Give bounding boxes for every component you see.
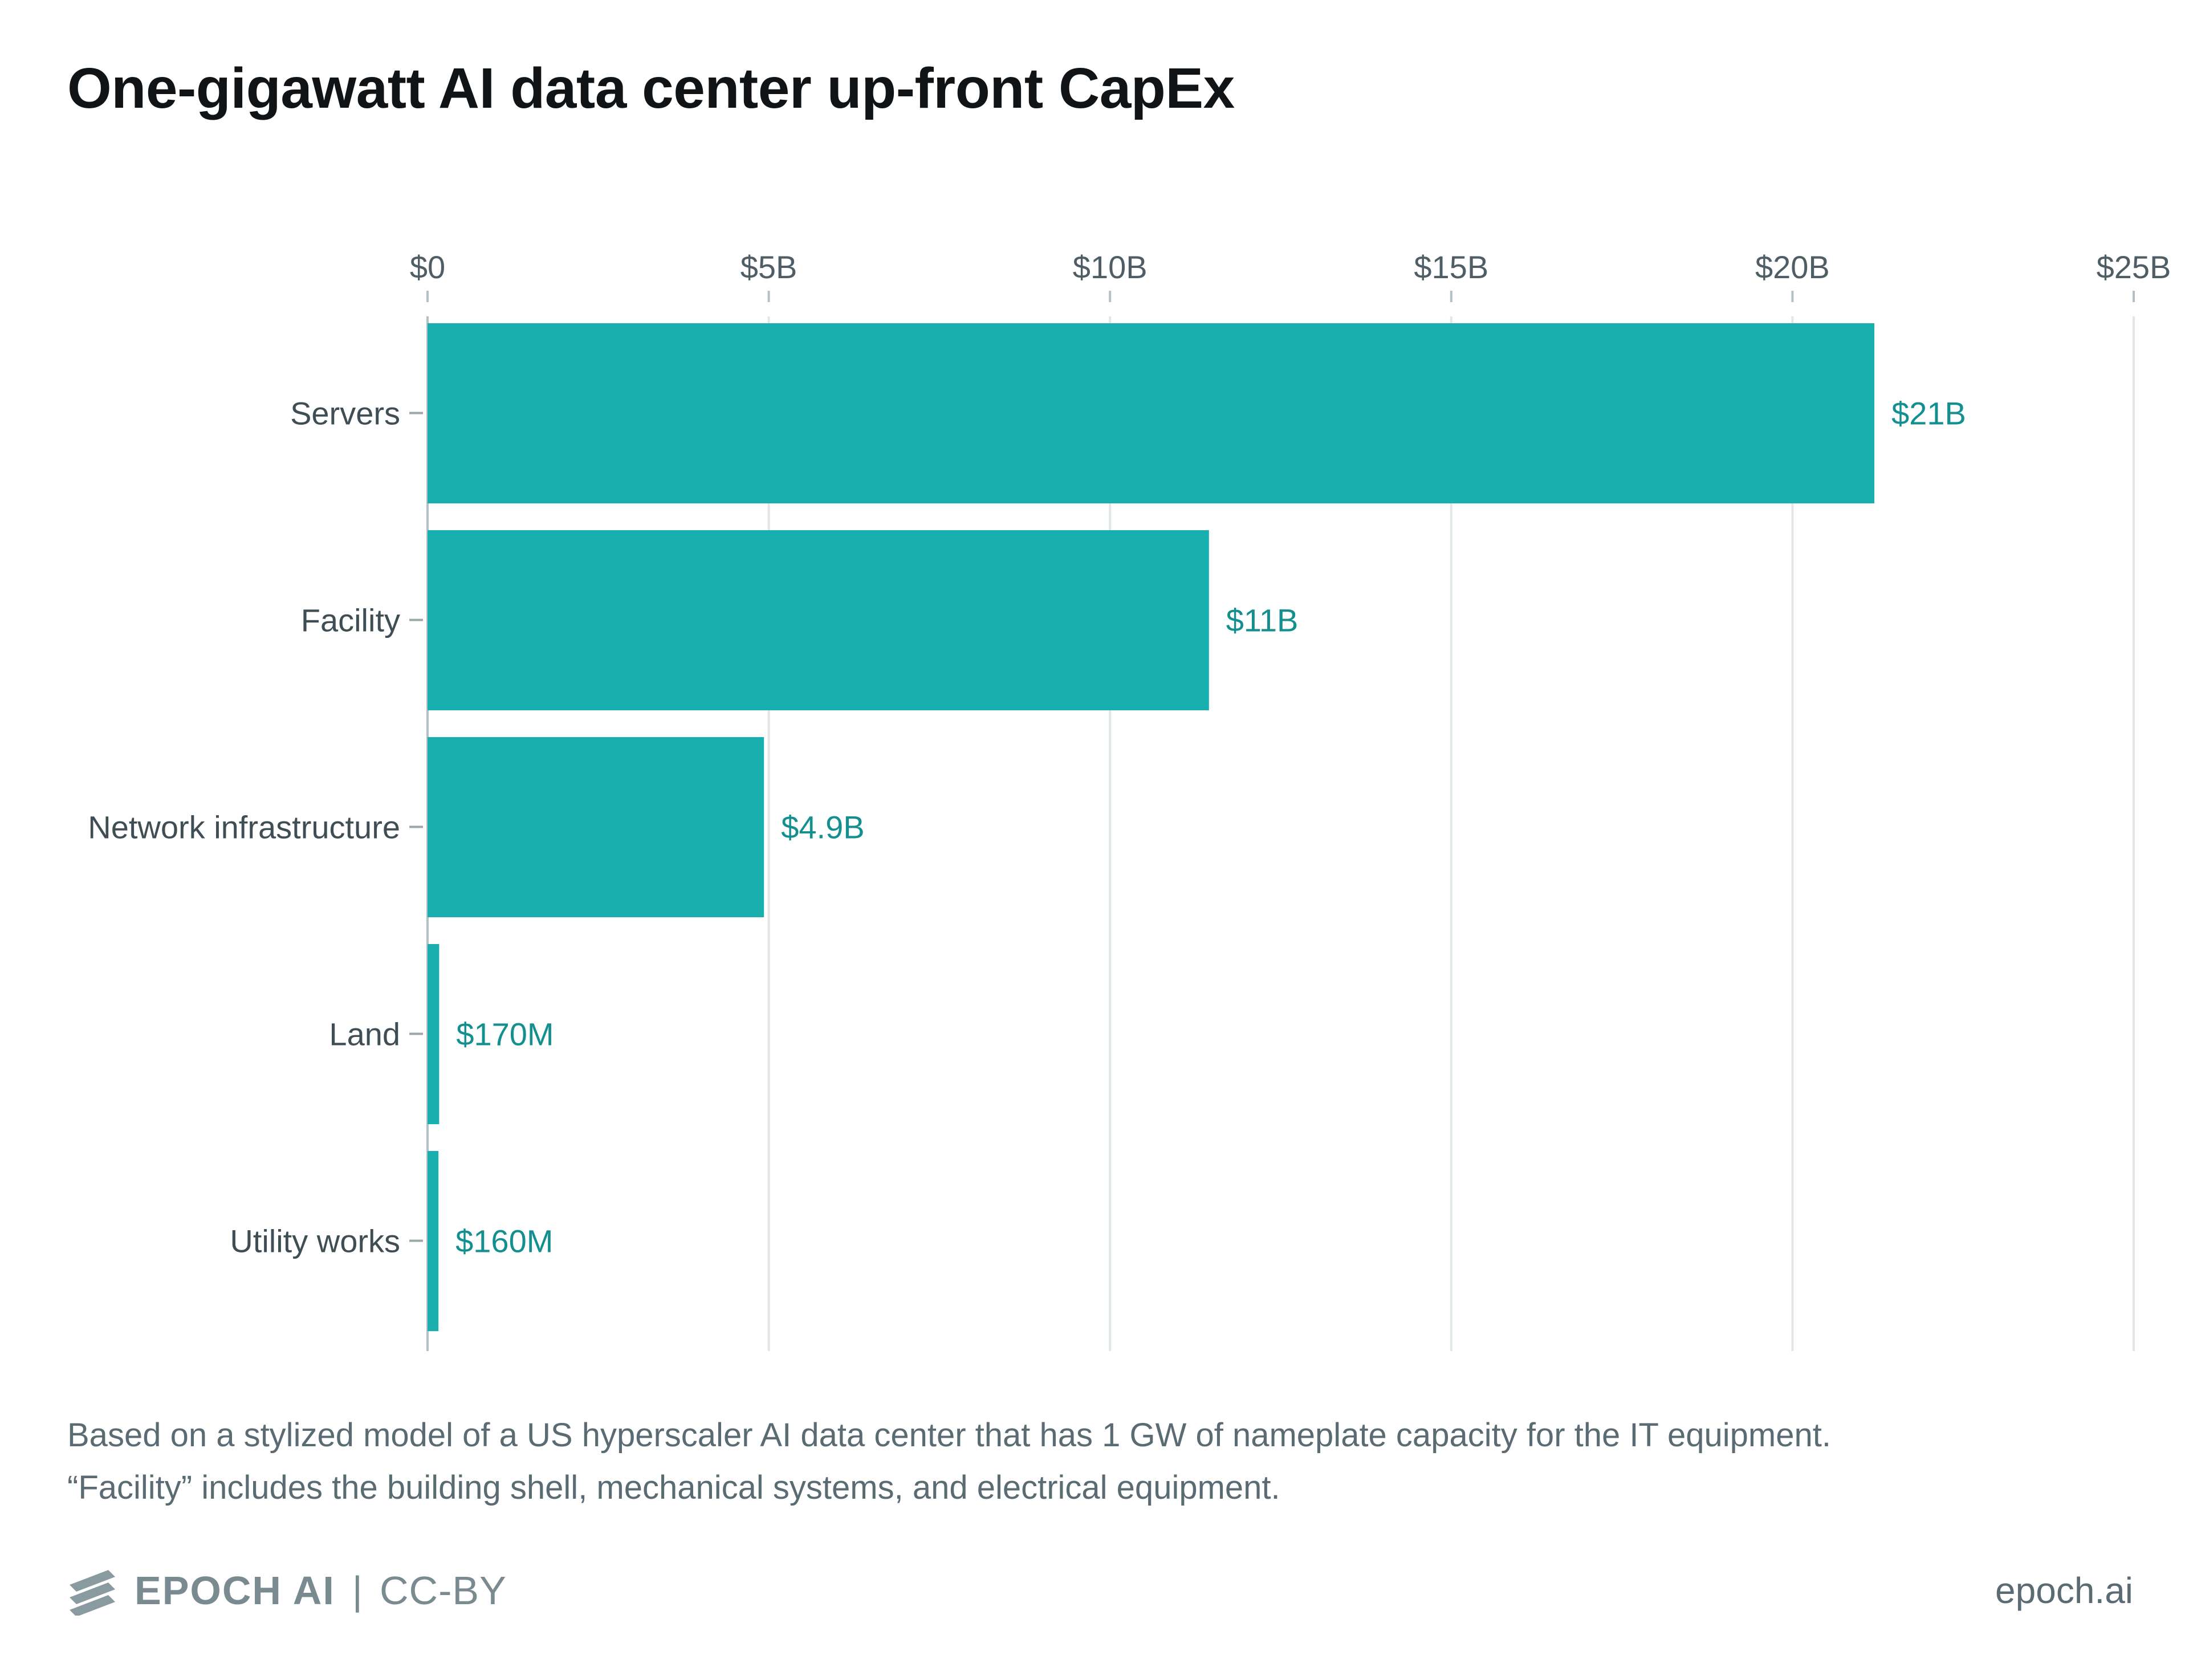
- x-axis-ticks: $0 $5B $10B $15B $20B $25B: [410, 249, 2171, 302]
- brand: EPOCH AI | CC-BY: [67, 1565, 507, 1616]
- data-label: $170M: [456, 1016, 554, 1052]
- category-label: Land: [329, 1016, 400, 1052]
- data-label: $21B: [1891, 396, 1966, 432]
- license-label: CC-BY: [379, 1568, 507, 1613]
- bar: [428, 1151, 439, 1331]
- bars: [428, 323, 1875, 1331]
- data-labels: $21B $11B $4.9B $170M $160M: [455, 396, 1966, 1259]
- x-tick-label: $20B: [1755, 249, 1830, 285]
- chart-title: One-gigawatt AI data center up-front Cap…: [67, 56, 1235, 120]
- footer: EPOCH AI | CC-BY epoch.ai: [67, 1562, 2133, 1619]
- brand-name: EPOCH AI: [135, 1568, 335, 1613]
- category-label: Network infrastructure: [88, 810, 400, 845]
- x-tick-label: $15B: [1414, 249, 1488, 285]
- category-label: Servers: [290, 396, 400, 432]
- brand-separator: |: [352, 1568, 363, 1613]
- category-label: Utility works: [230, 1223, 400, 1259]
- y-axis-categories: Servers Facility Network infrastructure Lan…: [88, 396, 423, 1259]
- bar: [428, 530, 1209, 710]
- bar: [428, 737, 764, 917]
- bar-chart: $0 $5B $10B $15B $20B $25B Servers Facility Net…: [88, 249, 2171, 1351]
- bar: [428, 944, 440, 1124]
- x-tick-label: $0: [410, 249, 445, 285]
- data-label: $11B: [1226, 603, 1299, 638]
- note-line-2: “Facility” includes the building shell, …: [67, 1469, 1280, 1506]
- epoch-stripes-icon: [70, 1570, 115, 1616]
- data-label: $160M: [455, 1223, 553, 1259]
- site-link[interactable]: epoch.ai: [1995, 1570, 2133, 1611]
- data-label: $4.9B: [781, 810, 864, 845]
- x-tick-label: $5B: [740, 249, 798, 285]
- bar: [428, 323, 1875, 503]
- x-tick-label: $25B: [2097, 249, 2171, 285]
- category-label: Facility: [301, 603, 400, 638]
- note-line-1: Based on a stylized model of a US hypers…: [67, 1417, 1831, 1454]
- chart-notes: Based on a stylized model of a US hypers…: [67, 1409, 2131, 1514]
- x-tick-label: $10B: [1073, 249, 1148, 285]
